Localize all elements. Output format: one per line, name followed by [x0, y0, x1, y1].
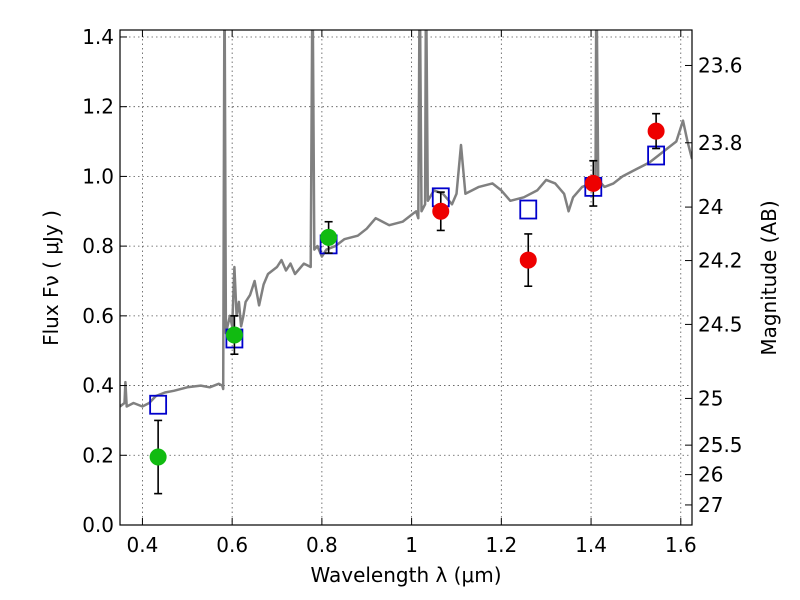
x-tick-label: 1.6 — [665, 533, 697, 557]
x-tick-label: 1 — [405, 533, 418, 557]
right-tick-label: 26 — [698, 463, 723, 487]
right-tick-label: 25.5 — [698, 433, 743, 457]
y-tick-label: 1.4 — [82, 25, 114, 49]
data-markers — [149, 112, 666, 495]
y-tick-label: 0.2 — [82, 443, 114, 467]
y-tick-label: 1.0 — [82, 164, 114, 188]
x-tick-label: 0.6 — [216, 533, 248, 557]
model-square-marker — [519, 199, 538, 220]
right-tick-label: 23.6 — [698, 53, 743, 77]
data-point — [647, 122, 665, 140]
y-tick-label: 0.4 — [82, 374, 114, 398]
y-tick-label: 1.2 — [82, 95, 114, 119]
y-tick-label: 0.6 — [82, 304, 114, 328]
grid — [120, 30, 692, 525]
x-tick-label: 0.4 — [127, 533, 159, 557]
ticks: 0.4 0.6 0.8 1 1.2 1.4 1.6 0.0 0.2 0.4 0.6 0.8 1.0 1.2… — [82, 25, 742, 557]
right-axis-label: Magnitude (AB) — [757, 200, 781, 355]
x-tick-label: 1.2 — [485, 533, 517, 557]
data-point — [584, 174, 602, 192]
y-tick-label: 0.0 — [82, 513, 114, 537]
plot-frame — [119, 29, 693, 526]
data-point — [320, 228, 338, 246]
right-tick-label: 23.8 — [698, 131, 743, 155]
y-axis-label: Flux Fν ( μJy ) — [39, 210, 63, 346]
spectrum — [120, 30, 692, 408]
data-point — [519, 251, 537, 269]
right-tick-label: 24 — [698, 195, 723, 219]
data-point — [149, 448, 167, 466]
y-tick-label: 0.8 — [82, 234, 114, 258]
right-tick-label: 24.2 — [698, 249, 743, 273]
x-tick-label: 1.4 — [575, 533, 607, 557]
x-axis-label: Wavelength λ (μm) — [310, 563, 501, 587]
spectrum-line — [120, 30, 692, 408]
x-tick-label: 0.8 — [306, 533, 338, 557]
data-point — [432, 202, 450, 220]
data-point — [225, 326, 243, 344]
right-tick-label: 25 — [698, 386, 723, 410]
right-tick-label: 27 — [698, 493, 723, 517]
model-square-marker — [149, 394, 168, 415]
right-tick-label: 24.5 — [698, 312, 743, 336]
